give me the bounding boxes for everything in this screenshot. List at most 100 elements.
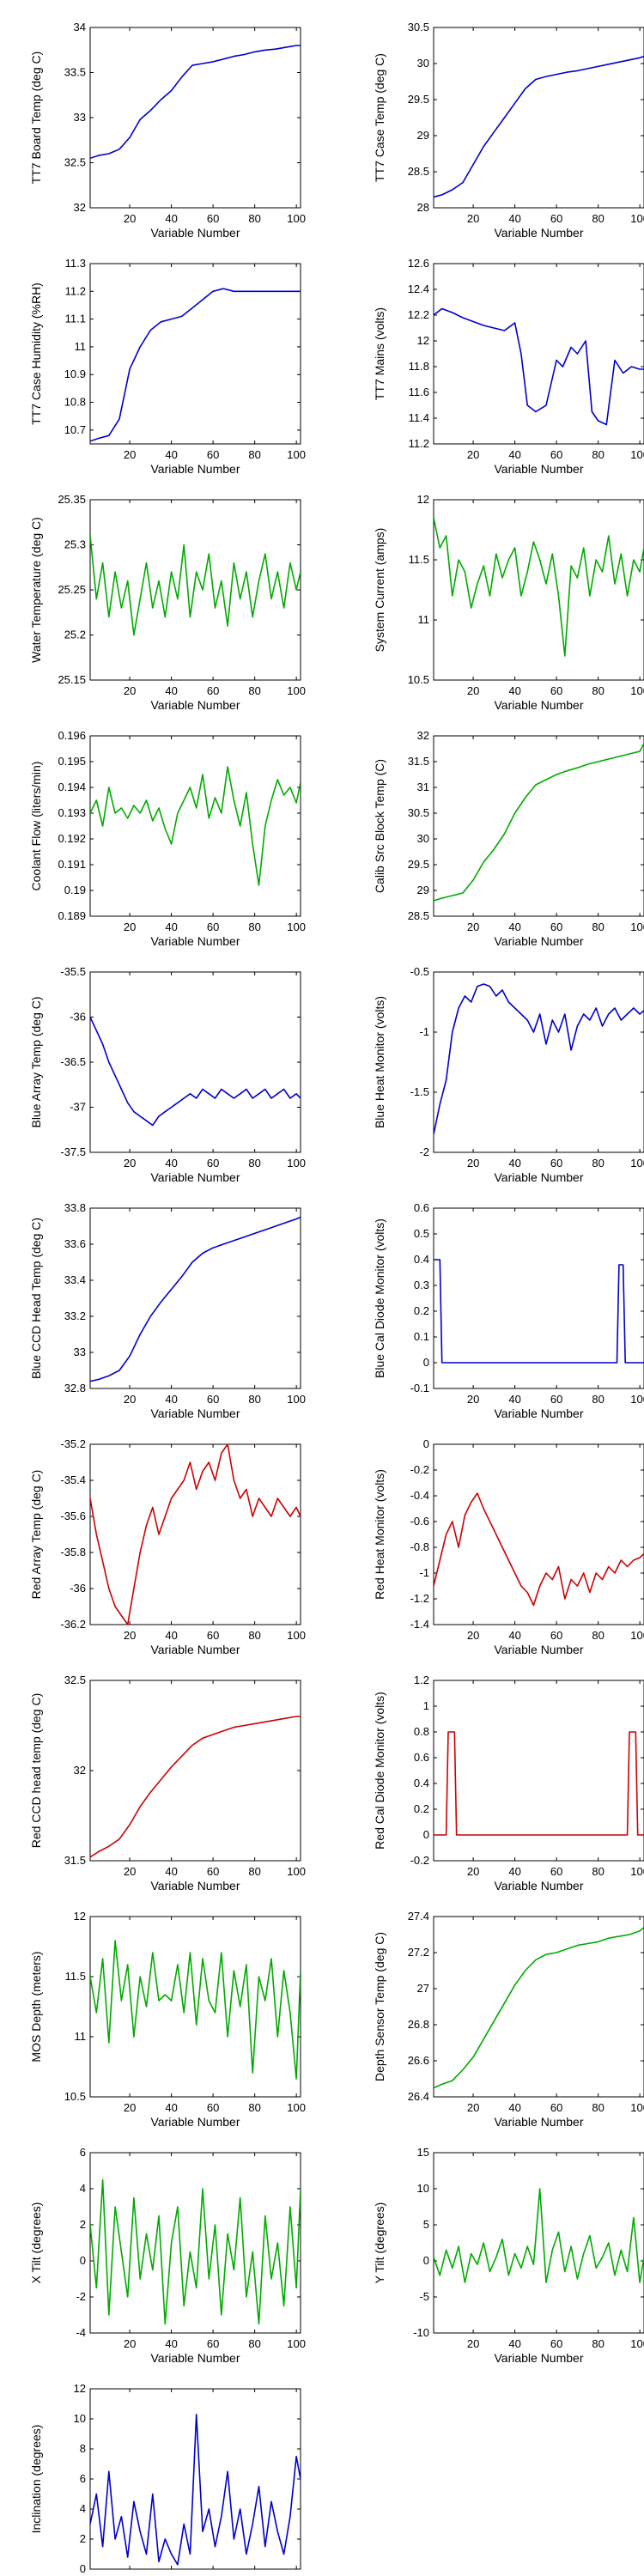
- y-tick-label: -0.2: [410, 1463, 429, 1476]
- y-tick-label: -35.4: [60, 1473, 86, 1486]
- y-tick-label: 2: [80, 2532, 86, 2545]
- y-tick-label: 1.2: [414, 1674, 429, 1686]
- x-tick-label: 100: [630, 920, 644, 933]
- x-tick-label: 20: [467, 1393, 479, 1406]
- y-axis-label: Coolant Flow (liters/min): [29, 762, 43, 891]
- y-tick-label: 33.4: [64, 1273, 86, 1286]
- chart-panel-3: 20 40 60 80 100 10.7 10.8 10.9 11 11.1 11.2 11.3 Var…: [29, 257, 306, 476]
- x-tick-label: 40: [508, 1393, 520, 1406]
- x-tick-label: 80: [248, 920, 260, 933]
- x-axis-label: Variable Number: [150, 1879, 240, 1893]
- x-tick-label: 60: [207, 1629, 219, 1642]
- y-tick-label: 33: [74, 1346, 86, 1358]
- series-line: [434, 1926, 644, 2089]
- y-tick-label: -0.5: [410, 965, 429, 978]
- y-axis-label: TT7 Mains (volts): [373, 307, 386, 400]
- chart-panel-4: 20 40 60 80 100 11.2 11.4 11.6 11.8 12 12.2 12.4 12.…: [373, 257, 644, 476]
- y-tick-label: 25.25: [58, 583, 86, 596]
- x-tick-label: 80: [592, 2337, 604, 2350]
- x-tick-label: 20: [467, 2337, 479, 2350]
- x-tick-label: 20: [467, 448, 479, 461]
- y-tick-label: 27.2: [408, 1946, 429, 1959]
- x-tick-label: 40: [165, 1157, 177, 1170]
- chart-panel-5: 20 40 60 80 100 25.15 25.2 25.25 25.3 25.35 Variab…: [29, 493, 306, 712]
- x-tick-label: 20: [124, 448, 136, 461]
- y-axis-label: TT7 Case Temp (deg C): [373, 53, 386, 182]
- y-tick-label: 0.194: [58, 781, 86, 793]
- x-tick-label: 20: [124, 1629, 136, 1642]
- x-tick-label: 80: [248, 2101, 260, 2114]
- y-tick-label: 10.5: [408, 673, 429, 686]
- series-line: [434, 1492, 644, 1607]
- x-tick-label: 40: [165, 212, 177, 225]
- x-axis-label: Variable Number: [150, 1406, 240, 1420]
- y-tick-label: 25.15: [58, 673, 86, 686]
- series-line: [90, 2414, 301, 2566]
- series-line: [434, 517, 644, 657]
- chart-panel-9: 20 40 60 80 100 -37.5 -37 -36.5 -36 -35.5 Variable…: [29, 965, 306, 1184]
- y-tick-label: 6: [80, 2472, 86, 2485]
- x-tick-label: 60: [550, 1865, 562, 1878]
- x-tick-label: 100: [287, 1865, 306, 1878]
- x-tick-label: 40: [165, 2337, 177, 2350]
- x-tick-label: 100: [287, 2573, 306, 2576]
- y-axis-label: Blue Cal Diode Monitor (volts): [373, 1218, 386, 1378]
- y-tick-label: 32: [74, 201, 86, 214]
- y-tick-label: 11.8: [409, 360, 429, 373]
- y-tick-label: 0: [423, 2254, 429, 2267]
- x-tick-label: 80: [248, 2573, 260, 2576]
- x-tick-label: 80: [248, 1393, 260, 1406]
- y-tick-label: 30: [417, 57, 429, 70]
- y-tick-label: -37.5: [60, 1145, 86, 1158]
- plot-frame: [433, 1443, 644, 1625]
- series-line: [434, 55, 644, 198]
- series-line: [434, 2188, 644, 2283]
- y-tick-label: 33.8: [64, 1201, 86, 1214]
- y-axis-label: Y Tilt (degrees): [373, 2202, 386, 2284]
- x-axis-label: Variable Number: [150, 462, 240, 476]
- y-tick-label: 11.6: [409, 386, 429, 398]
- x-tick-label: 60: [207, 920, 219, 933]
- y-tick-label: 29: [417, 129, 429, 142]
- y-tick-label: 0.4: [414, 1253, 429, 1266]
- series-line: [90, 535, 301, 636]
- x-tick-label: 20: [124, 684, 136, 697]
- x-tick-label: 40: [508, 2337, 520, 2350]
- plot-frame: [433, 971, 644, 1153]
- y-tick-label: 0.6: [414, 1751, 429, 1764]
- y-tick-label: -35.2: [60, 1437, 86, 1450]
- x-tick-label: 40: [165, 684, 177, 697]
- x-tick-label: 20: [467, 1157, 479, 1170]
- y-tick-label: -1: [419, 1025, 429, 1038]
- series-line: [90, 288, 301, 442]
- y-tick-label: 12.2: [408, 308, 429, 321]
- y-tick-label: 33.2: [64, 1309, 86, 1322]
- series-line: [434, 307, 644, 426]
- y-tick-label: 32.5: [64, 156, 86, 169]
- plot-frame: [433, 2152, 644, 2334]
- plot-frame: [433, 263, 644, 445]
- series-line: [434, 983, 644, 1135]
- x-tick-label: 40: [508, 1157, 520, 1170]
- x-tick-label: 60: [207, 1865, 219, 1878]
- chart-panel-14: 20 40 60 80 100 -1.4 -1.2 -1 -0.8 -0.6 -0.4 -0.2 0 Va…: [373, 1437, 644, 1656]
- x-tick-label: 60: [550, 1393, 562, 1406]
- y-tick-label: 30.5: [408, 21, 429, 33]
- x-tick-label: 60: [207, 2337, 219, 2350]
- y-tick-label: 0.3: [414, 1279, 429, 1291]
- y-tick-label: 31.5: [64, 1854, 86, 1867]
- y-tick-label: 11: [418, 613, 430, 626]
- y-tick-label: 11.3: [65, 257, 86, 270]
- x-tick-label: 20: [124, 2101, 136, 2114]
- y-tick-label: 10: [417, 2182, 429, 2195]
- x-tick-label: 20: [467, 212, 479, 225]
- plot-frame: [433, 1207, 644, 1389]
- plot-frame: [89, 1443, 301, 1625]
- y-tick-label: -36.5: [60, 1055, 86, 1068]
- chart-panel-17: 20 40 60 80 100 10.5 11 11.5 12 Variable Number MO…: [29, 1910, 306, 2129]
- y-tick-label: 0: [80, 2562, 86, 2575]
- chart-panel-8: 20 40 60 80 100 28.5 29 29.5 30 30.5 31 31.5 32 Varia…: [373, 729, 644, 948]
- y-tick-label: 12: [74, 1910, 86, 1923]
- y-tick-label: 25.35: [58, 493, 86, 506]
- y-tick-label: 25.2: [64, 629, 86, 641]
